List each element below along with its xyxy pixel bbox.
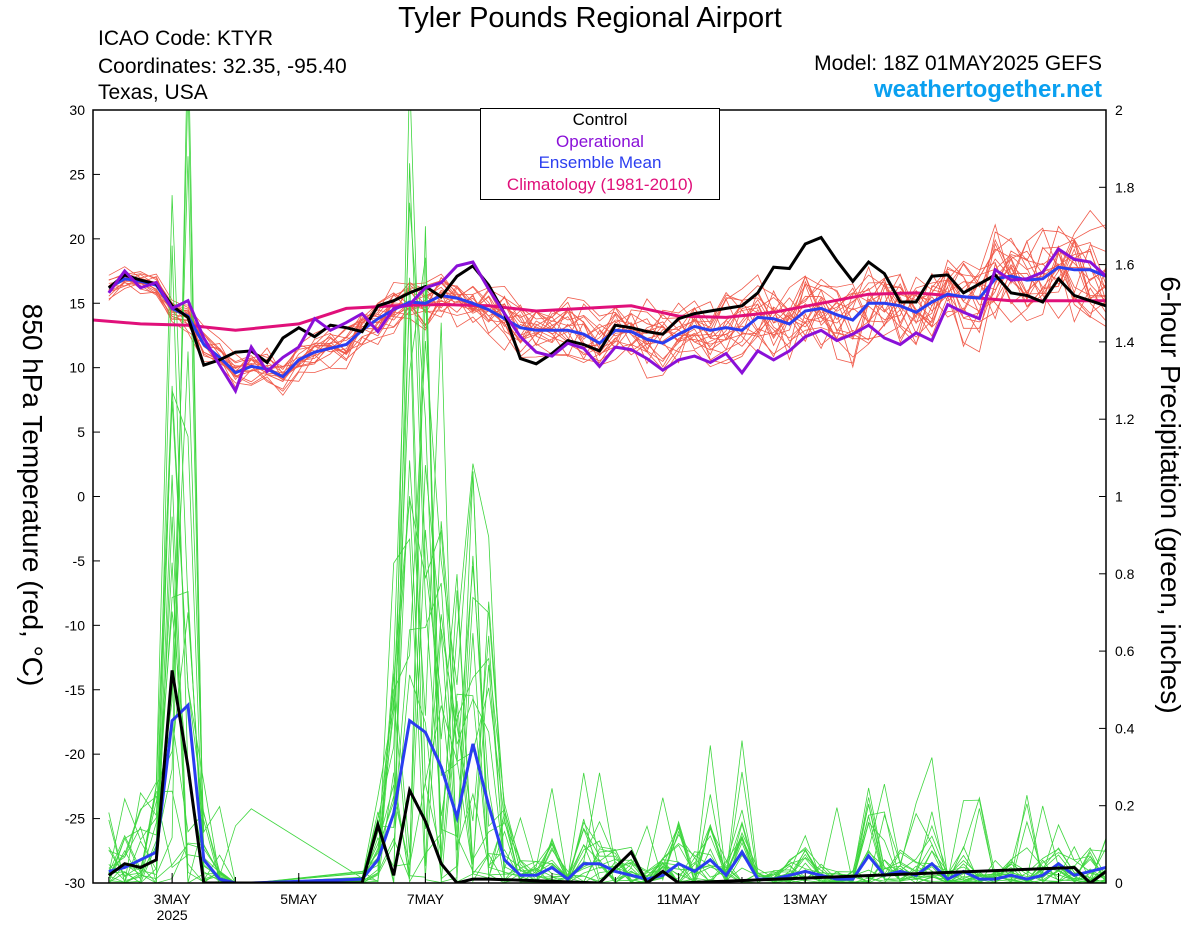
precip-member-line [108, 257, 1106, 883]
y-left-tick-label: 10 [69, 360, 85, 376]
y-left-tick-label: 20 [69, 231, 85, 247]
x-tick-sublabel: 2025 [157, 907, 188, 923]
legend: Control Operational Ensemble Mean Climat… [480, 108, 720, 200]
precip-member-line [108, 245, 1106, 883]
precip-member-line [108, 163, 1106, 883]
precip-member-line [108, 629, 1106, 883]
precip-member-line [108, 110, 1106, 883]
y-left-tick-label: 5 [77, 424, 85, 440]
y-left-tick-label: 0 [77, 489, 85, 505]
y-left-tick-label: -15 [65, 682, 85, 698]
x-tick-label: 3MAY [154, 891, 192, 907]
x-tick-label: 7MAY [407, 891, 445, 907]
legend-mean: Ensemble Mean [538, 153, 662, 172]
operational-temp-line [107, 247, 1106, 395]
legend-control: Control [572, 110, 628, 129]
y-left-tick-label: -5 [73, 553, 86, 569]
y-left-tick-label: 30 [69, 102, 85, 118]
y-right-tick-label: 1.4 [1115, 334, 1135, 350]
plot-frame [92, 109, 1107, 884]
y-right-tick-label: 0.6 [1115, 643, 1135, 659]
climatology-line [93, 291, 1106, 332]
control-temp-line [107, 235, 1106, 367]
model-run: Model: 18Z 01MAY2025 GEFS [814, 52, 1102, 75]
x-tick-label: 9MAY [533, 891, 571, 907]
y-right-tick-label: 2 [1115, 102, 1123, 118]
y-left-tick-label: 15 [69, 295, 85, 311]
site-link[interactable]: weathertogether.net [873, 76, 1102, 103]
x-tick-label: 11MAY [657, 891, 701, 907]
legend-operational: Operational [556, 131, 644, 151]
y-right-tick-label: 1.6 [1115, 257, 1135, 273]
y-left-tick-label: -25 [65, 811, 85, 827]
legend-climo: Climatology (1981-2010) [506, 174, 694, 194]
x-tick-label: 15MAY [909, 891, 955, 907]
y-left-tick-label: 25 [69, 166, 85, 182]
icao-code: ICAO Code: KTYR [98, 27, 274, 50]
y-right-tick-label: 0 [1115, 875, 1123, 891]
y-left-tick-label: -10 [65, 617, 85, 633]
y-axis-left-label: 850 hPa Temperature (red, °C) [17, 303, 48, 687]
y-right-tick-label: 0.4 [1115, 720, 1135, 736]
precip-member-line [108, 385, 1106, 883]
y-left-tick-label: -30 [65, 875, 85, 891]
x-tick-label: 17MAY [1036, 891, 1082, 907]
y-right-tick-label: 0.2 [1115, 798, 1135, 814]
y-right-tick-label: 1.8 [1115, 179, 1135, 195]
precip-member-line [108, 301, 1106, 883]
temp-member-line [108, 225, 1106, 376]
y-axis-right-label: 6-hour Precipitation (green, inches) [1155, 276, 1186, 714]
precip-member-line [108, 156, 1106, 883]
control-precip-line [107, 670, 1106, 883]
precip-member-line [108, 202, 1106, 883]
y-right-tick-label: 1.2 [1115, 411, 1135, 427]
y-right-tick-label: 0.8 [1115, 566, 1135, 582]
x-tick-label: 13MAY [783, 891, 829, 907]
location: Texas, USA [98, 81, 208, 104]
coordinates: Coordinates: 32.35, -95.40 [98, 55, 347, 78]
precip-member-line [108, 401, 1106, 883]
precip-member-line [108, 340, 1106, 883]
y-left-tick-label: -20 [65, 746, 85, 762]
y-right-tick-label: 1 [1115, 489, 1123, 505]
chart-title: Tyler Pounds Regional Airport [398, 2, 782, 34]
precip-member-line [108, 322, 1106, 883]
x-tick-label: 5MAY [280, 891, 318, 907]
